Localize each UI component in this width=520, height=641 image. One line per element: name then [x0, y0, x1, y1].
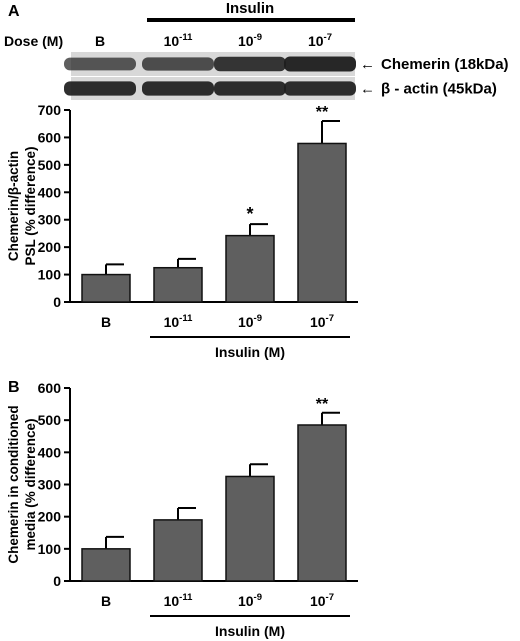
- significance-3: **: [316, 104, 329, 121]
- x-tick-label-1-exp: -11: [179, 592, 193, 603]
- x-tick-label-1: 10-11: [164, 592, 194, 609]
- y-tick-label-3: 300: [38, 477, 62, 493]
- blot-lane-label-2-base: 10: [238, 33, 254, 49]
- x-tick-label-0: B: [101, 593, 111, 609]
- y-tick-label-2: 200: [38, 239, 62, 255]
- x-tick-label-3-base: 10: [310, 314, 326, 330]
- y-tick-label-0: 0: [53, 294, 61, 310]
- blot-band-1-0: [64, 81, 136, 96]
- bar-1: [153, 266, 203, 303]
- blot-lane-label-1-base: 10: [164, 33, 180, 49]
- blot-lane-label-1-exp: -11: [179, 32, 193, 43]
- x-tick-label-1-exp: -11: [179, 313, 193, 324]
- y-tick-label-5: 500: [38, 412, 62, 428]
- group-label: Insulin (M): [215, 344, 285, 360]
- western-blot: ← Chemerin (18kDa) ← β - actin (45kDa): [64, 52, 509, 100]
- blot-arrow-0: ←: [360, 56, 375, 73]
- blot-label-1: β - actin (45kDa): [381, 81, 497, 98]
- x-tick-label-2: 10-9: [238, 592, 262, 609]
- x-tick-label-3-exp: -7: [326, 592, 334, 603]
- blot-band-0-3: [284, 56, 356, 72]
- blot-lane-labels: B 10-11 10-9 10-7: [95, 32, 332, 49]
- blot-band-0-0: [64, 57, 136, 71]
- x-tick-label-2-exp: -9: [254, 592, 262, 603]
- significance-3: **: [316, 396, 329, 413]
- blot-band-1-3: [284, 81, 356, 96]
- dose-label: Dose (M): [4, 33, 63, 49]
- x-tick-label-3: 10-7: [310, 592, 334, 609]
- x-tick-label-3-exp: -7: [326, 313, 334, 324]
- blot-lane-label-3: 10-7: [308, 32, 332, 49]
- y-tick-label-6: 600: [38, 129, 62, 145]
- blot-band-0-2: [214, 56, 286, 72]
- bar-3: [297, 424, 347, 582]
- blot-lane-label-3-base: 10: [308, 33, 324, 49]
- y-tick-label-6: 600: [38, 380, 62, 396]
- y-tick-label-3: 300: [38, 212, 62, 228]
- insulin-top-label: Insulin: [226, 0, 274, 17]
- blot-lane-label-1: 10-11: [164, 32, 194, 49]
- x-tick-label-0-base: B: [101, 314, 111, 330]
- blot-arrow-1: ←: [360, 81, 375, 98]
- y-tick-label-1: 100: [38, 541, 62, 557]
- y-tick-label-4: 400: [38, 184, 62, 200]
- blot-lane-label-3-exp: -7: [324, 32, 332, 43]
- blot-band-0-1: [142, 57, 214, 71]
- chart-a: 0 100 200 300 400 500 600 700 Chemerin/β-actin PS…: [6, 102, 358, 360]
- y-tick-label-0: 0: [53, 573, 61, 589]
- significance-2: *: [246, 204, 253, 224]
- y-tick-label-2: 200: [38, 509, 62, 525]
- x-tick-label-2-base: 10: [238, 593, 254, 609]
- panel-b-label: B: [8, 379, 20, 396]
- x-tick-label-0: B: [101, 314, 111, 330]
- y-label-line-1: media (% difference): [23, 418, 38, 550]
- y-label-line-1: PSL (% difference): [23, 146, 38, 265]
- blot-band-1-2: [214, 81, 286, 96]
- x-tick-label-1-base: 10: [164, 314, 180, 330]
- blot-label-0: Chemerin (18kDa): [381, 56, 509, 73]
- bar-0: [81, 548, 131, 582]
- x-tick-label-0-base: B: [101, 593, 111, 609]
- bar-3: [297, 142, 347, 303]
- x-tick-label-3: 10-7: [310, 313, 334, 330]
- chart-b: 0 100 200 300 400 500 600 Chemerin in condition…: [6, 380, 358, 639]
- y-tick-label-1: 100: [38, 267, 62, 283]
- bar-2: [225, 234, 275, 303]
- blot-lane-label-0: B: [95, 33, 105, 49]
- y-label-line-0: Chemerin in conditioned: [6, 405, 21, 563]
- blot-lane-label-2: 10-9: [238, 32, 262, 49]
- blot-band-1-1: [142, 81, 214, 96]
- y-tick-label-5: 500: [38, 157, 62, 173]
- x-tick-label-3-base: 10: [310, 593, 326, 609]
- x-tick-label-1-base: 10: [164, 593, 180, 609]
- x-tick-label-2-base: 10: [238, 314, 254, 330]
- y-tick-label-4: 400: [38, 444, 62, 460]
- bar-2: [225, 475, 275, 582]
- y-tick-label-7: 700: [38, 102, 62, 118]
- bar-0: [81, 273, 131, 303]
- y-label-line-0: Chemerin/β-actin: [6, 151, 21, 261]
- x-tick-label-1: 10-11: [164, 313, 194, 330]
- panel-a-label: A: [8, 3, 20, 20]
- bar-1: [153, 519, 203, 582]
- x-tick-label-2: 10-9: [238, 313, 262, 330]
- blot-lane-label-2-exp: -9: [254, 32, 262, 43]
- blot-lane-label-0-base: B: [95, 33, 105, 49]
- x-tick-label-2-exp: -9: [254, 313, 262, 324]
- group-label: Insulin (M): [215, 623, 285, 639]
